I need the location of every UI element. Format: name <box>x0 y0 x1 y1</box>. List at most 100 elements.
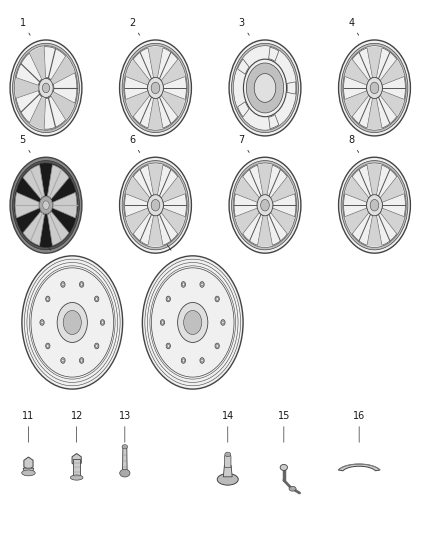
Ellipse shape <box>10 40 82 136</box>
Ellipse shape <box>62 283 64 286</box>
Polygon shape <box>148 47 163 78</box>
Ellipse shape <box>46 296 50 302</box>
Ellipse shape <box>47 297 49 301</box>
Polygon shape <box>272 193 296 217</box>
Polygon shape <box>345 91 369 117</box>
Ellipse shape <box>122 445 127 449</box>
Polygon shape <box>161 91 185 117</box>
Ellipse shape <box>161 321 164 324</box>
Polygon shape <box>267 213 287 245</box>
Text: 16: 16 <box>353 411 365 442</box>
Ellipse shape <box>201 283 203 286</box>
Polygon shape <box>258 164 272 195</box>
Text: 10: 10 <box>154 229 171 250</box>
Ellipse shape <box>201 359 203 362</box>
Ellipse shape <box>95 296 99 302</box>
Ellipse shape <box>71 475 83 480</box>
Polygon shape <box>161 208 185 234</box>
Ellipse shape <box>182 283 184 286</box>
Polygon shape <box>161 176 185 202</box>
Ellipse shape <box>57 302 88 343</box>
Polygon shape <box>16 91 42 123</box>
Polygon shape <box>29 97 46 129</box>
Polygon shape <box>15 78 39 98</box>
Ellipse shape <box>257 195 273 216</box>
Ellipse shape <box>339 40 410 136</box>
Ellipse shape <box>47 344 49 348</box>
Polygon shape <box>163 76 187 100</box>
Text: 8: 8 <box>348 135 359 152</box>
Polygon shape <box>23 165 45 199</box>
Ellipse shape <box>42 83 49 93</box>
Polygon shape <box>51 92 75 120</box>
Ellipse shape <box>184 310 202 335</box>
Polygon shape <box>163 193 187 217</box>
Ellipse shape <box>232 43 298 133</box>
Ellipse shape <box>120 157 191 253</box>
Polygon shape <box>51 56 75 84</box>
Ellipse shape <box>22 256 123 389</box>
Polygon shape <box>376 213 397 245</box>
Ellipse shape <box>341 43 408 133</box>
Polygon shape <box>126 91 150 117</box>
Polygon shape <box>243 213 263 245</box>
Text: 14: 14 <box>222 411 234 442</box>
Polygon shape <box>44 47 66 80</box>
Ellipse shape <box>39 78 53 98</box>
Ellipse shape <box>370 82 379 94</box>
Ellipse shape <box>100 320 105 325</box>
Ellipse shape <box>225 452 231 457</box>
Ellipse shape <box>39 197 53 214</box>
Polygon shape <box>345 59 369 85</box>
Text: 13: 13 <box>119 411 131 442</box>
Ellipse shape <box>339 157 410 253</box>
Ellipse shape <box>367 195 382 216</box>
Polygon shape <box>133 48 154 80</box>
Polygon shape <box>133 95 154 128</box>
Polygon shape <box>53 73 77 103</box>
Ellipse shape <box>341 160 408 250</box>
Ellipse shape <box>217 474 238 485</box>
Polygon shape <box>126 176 150 202</box>
Polygon shape <box>124 76 148 100</box>
Polygon shape <box>133 165 154 198</box>
Polygon shape <box>243 165 263 198</box>
Ellipse shape <box>63 310 81 335</box>
Polygon shape <box>161 59 185 85</box>
Ellipse shape <box>151 82 160 94</box>
Ellipse shape <box>160 320 165 325</box>
Ellipse shape <box>261 199 269 211</box>
Polygon shape <box>338 464 380 471</box>
Text: 2: 2 <box>129 18 140 35</box>
Ellipse shape <box>233 163 297 247</box>
Ellipse shape <box>14 46 78 130</box>
Ellipse shape <box>166 343 170 349</box>
Text: 15: 15 <box>278 411 290 442</box>
Ellipse shape <box>222 321 224 324</box>
Text: 7: 7 <box>239 135 249 152</box>
Polygon shape <box>352 165 373 198</box>
Polygon shape <box>148 215 163 246</box>
Text: 3: 3 <box>239 18 249 35</box>
Polygon shape <box>376 95 397 128</box>
Polygon shape <box>23 212 45 246</box>
Ellipse shape <box>142 256 243 389</box>
Ellipse shape <box>246 63 284 113</box>
Polygon shape <box>157 165 178 198</box>
Ellipse shape <box>215 343 219 349</box>
Polygon shape <box>382 76 406 100</box>
Polygon shape <box>268 115 279 128</box>
Ellipse shape <box>13 160 79 250</box>
Polygon shape <box>123 448 127 474</box>
Ellipse shape <box>120 40 191 136</box>
Ellipse shape <box>367 77 382 99</box>
Polygon shape <box>72 454 81 466</box>
Polygon shape <box>352 95 373 128</box>
Ellipse shape <box>148 77 163 99</box>
Ellipse shape <box>343 46 406 130</box>
Ellipse shape <box>229 40 301 136</box>
Ellipse shape <box>13 43 79 133</box>
Ellipse shape <box>22 470 35 476</box>
Ellipse shape <box>95 297 98 301</box>
FancyBboxPatch shape <box>73 459 80 478</box>
